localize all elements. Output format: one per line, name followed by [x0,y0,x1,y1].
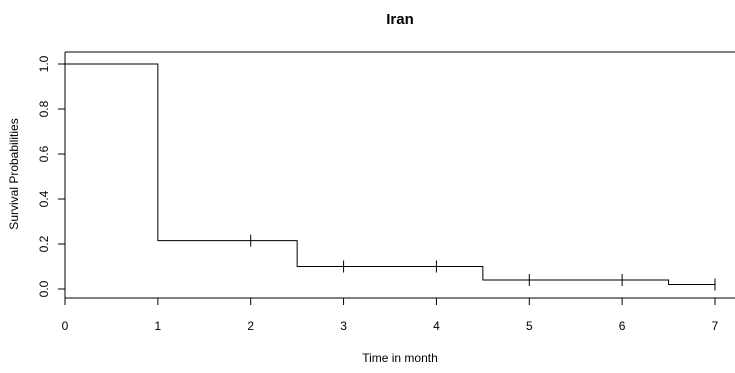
chart-title: Iran [386,11,414,28]
y-tick-label: 0.0 [37,280,51,297]
x-tick-label: 7 [712,319,719,333]
y-axis-label: Survival Probabilities [7,118,21,229]
x-axis: 0 1 2 3 4 5 6 7 [62,298,719,333]
survival-step-line [65,63,715,285]
y-tick-label: 0.4 [37,190,51,207]
y-tick-label: 1.0 [37,55,51,72]
y-tick-label: 0.8 [37,100,51,117]
y-tick-label: 0.2 [37,235,51,252]
x-tick-label: 5 [526,319,533,333]
series-layer [65,63,716,291]
x-axis-label: Time in month [362,351,438,365]
y-tick-label: 0.6 [37,145,51,162]
x-tick-label: 2 [247,319,254,333]
x-tick-label: 1 [155,319,162,333]
x-tick-label: 0 [62,319,69,333]
y-axis: 0.0 0.2 0.4 0.6 0.8 1.0 [37,55,65,297]
x-tick-label: 6 [619,319,626,333]
x-tick-label: 4 [433,319,440,333]
x-tick-label: 3 [340,319,347,333]
